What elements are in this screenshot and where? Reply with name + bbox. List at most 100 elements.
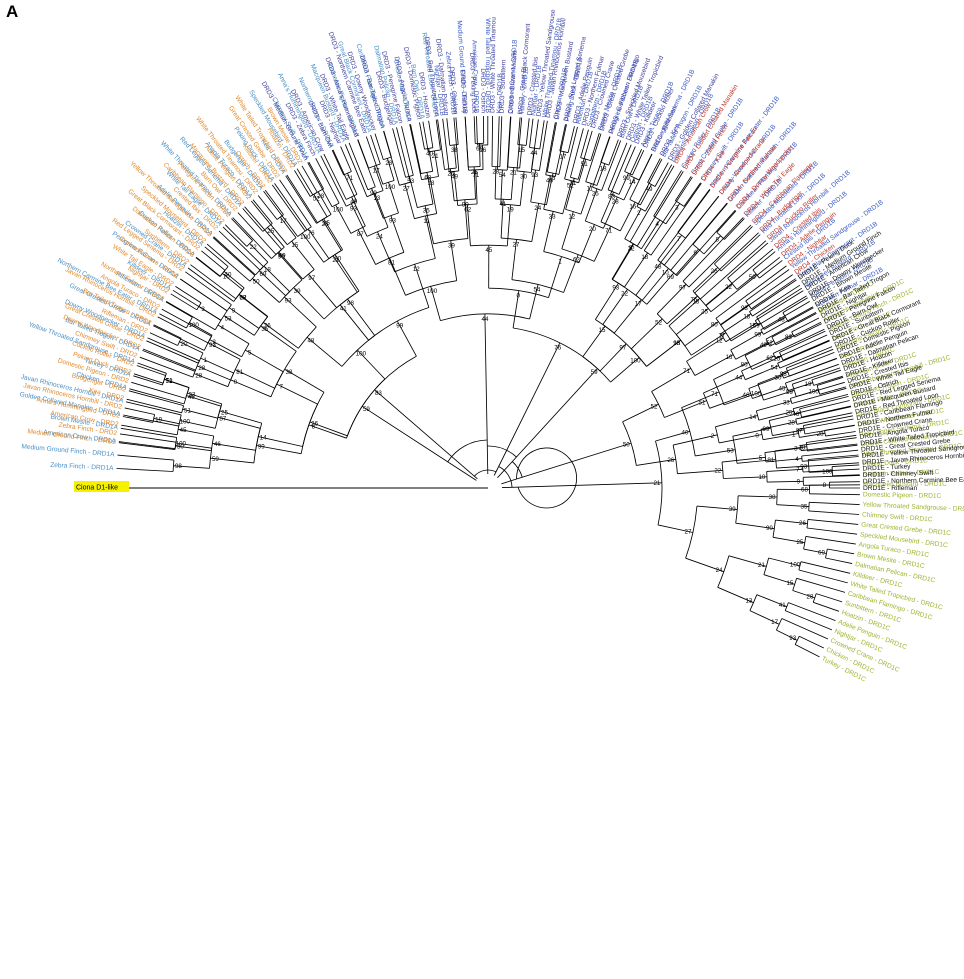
branch <box>749 279 797 312</box>
bootstrap-value: 12 <box>568 213 575 220</box>
branch <box>250 200 288 245</box>
bootstrap-value: 83 <box>375 390 382 397</box>
branch <box>511 239 517 280</box>
bootstrap-value: 71 <box>472 172 479 179</box>
bootstrap-value: 76 <box>690 296 697 303</box>
bootstrap-value: 25 <box>701 309 708 316</box>
branch <box>796 412 853 425</box>
branch <box>189 322 213 336</box>
branch <box>682 217 744 282</box>
branch <box>792 367 841 385</box>
branch-arc <box>328 250 342 259</box>
branch <box>596 163 606 186</box>
branch <box>286 174 318 223</box>
bootstrap-value: 28 <box>198 365 205 372</box>
branch <box>136 365 166 376</box>
bootstrap-value: 40 <box>682 430 689 437</box>
branch <box>357 229 376 265</box>
branch <box>308 273 337 308</box>
branch-arc <box>582 356 611 383</box>
branch <box>426 172 434 205</box>
leaf-label: Zebra Finch - DRD1A <box>50 462 114 472</box>
bootstrap-value: 100 <box>809 388 820 395</box>
branch <box>631 318 663 350</box>
branch <box>271 184 306 232</box>
backbone-arc <box>516 447 578 509</box>
branch <box>691 332 727 356</box>
bootstrap-value: 15 <box>291 242 298 249</box>
bootstrap-value: 22 <box>250 244 257 251</box>
bootstrap-value: 24 <box>534 205 541 212</box>
clade-stem <box>497 368 598 478</box>
bootstrap-value: 87 <box>357 231 364 238</box>
branch <box>500 169 503 205</box>
branch <box>720 313 752 335</box>
bootstrap-value: 69 <box>667 274 674 281</box>
bootstrap-value: 93 <box>800 463 807 470</box>
bootstrap-value: 100 <box>385 184 396 191</box>
branch <box>414 264 430 308</box>
branch <box>808 454 859 460</box>
branch <box>783 357 837 379</box>
clade-stem <box>501 442 632 485</box>
bootstrap-value: 87 <box>219 416 226 423</box>
branch-arc <box>765 338 771 347</box>
bootstrap-value: 21 <box>758 562 765 569</box>
branch <box>217 416 261 429</box>
bootstrap-value: 59 <box>591 369 598 376</box>
branch <box>133 375 163 386</box>
branch <box>599 343 627 372</box>
branch <box>531 119 539 170</box>
bootstrap-value: 62 <box>573 256 580 263</box>
branch <box>629 165 675 243</box>
branch <box>809 493 860 496</box>
branch <box>374 133 384 160</box>
branch <box>435 119 441 150</box>
branch <box>279 179 312 228</box>
branch <box>173 465 210 469</box>
branch <box>274 183 308 230</box>
branch <box>800 561 851 574</box>
branch-arc <box>287 237 297 246</box>
branch-arc <box>545 174 556 178</box>
branch <box>681 391 720 408</box>
bootstrap-value: 99 <box>623 175 630 182</box>
branch <box>723 476 767 479</box>
branch <box>664 400 707 418</box>
branch <box>803 474 860 478</box>
bootstrap-value: 25 <box>221 409 228 416</box>
bootstrap-value: 17 <box>559 154 566 161</box>
backbone-arc <box>474 469 497 477</box>
branch <box>756 400 792 412</box>
branch <box>309 421 348 437</box>
leaf-label: DRD1E - Northern Carmine Bee Eater <box>863 476 964 485</box>
branch <box>149 332 178 346</box>
bootstrap-value: 3 <box>201 306 205 313</box>
branch-arc <box>530 201 547 206</box>
branch-arc <box>760 429 764 440</box>
branch-arc <box>675 200 685 207</box>
branch <box>466 204 471 246</box>
bootstrap-value: 46 <box>188 394 195 401</box>
branch <box>668 298 700 327</box>
branch-arc <box>241 343 250 357</box>
branch <box>692 267 719 292</box>
branch <box>785 610 833 631</box>
bootstrap-value: 25 <box>786 410 793 417</box>
branch <box>121 424 178 436</box>
branch <box>736 459 776 464</box>
branch <box>730 331 763 351</box>
bootstrap-value: 25 <box>321 221 328 228</box>
branch <box>249 243 269 263</box>
bootstrap-value: 14 <box>260 435 267 442</box>
branch <box>118 441 176 450</box>
bootstrap-value: 26 <box>264 322 271 329</box>
bootstrap-value: 48 <box>307 338 314 345</box>
branch <box>651 368 692 392</box>
branch <box>565 178 575 210</box>
branch <box>238 293 269 317</box>
branch <box>212 442 256 451</box>
branch <box>548 256 562 298</box>
branch-arc <box>186 316 193 329</box>
bootstrap-value: 13 <box>549 175 556 182</box>
